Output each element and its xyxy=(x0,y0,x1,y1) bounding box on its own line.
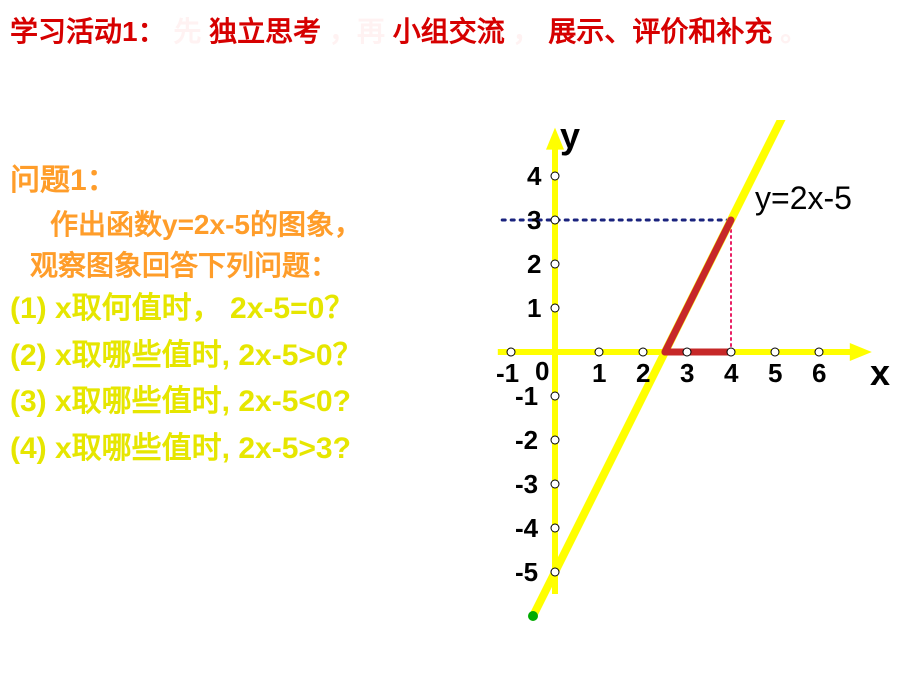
header-part7: 展示、评价和补充 xyxy=(548,16,772,47)
header-part6: ， xyxy=(513,16,541,47)
header-part2: 先 xyxy=(173,16,201,47)
svg-text:2: 2 xyxy=(636,358,650,388)
svg-text:5: 5 xyxy=(768,358,782,388)
svg-text:-3: -3 xyxy=(515,469,538,499)
header-part1: 学习活动1： xyxy=(10,16,166,47)
y-axis-label: y xyxy=(560,115,580,157)
svg-text:2: 2 xyxy=(527,249,541,279)
header-part8: 。 xyxy=(780,16,808,47)
problem-title: 问题1： xyxy=(10,155,450,199)
svg-text:-4: -4 xyxy=(515,513,539,543)
svg-text:3: 3 xyxy=(680,358,694,388)
question-3: (3) x取哪些值时, 2x-5<0? xyxy=(10,379,450,426)
question-4: (4) x取哪些值时, 2x-5>3? xyxy=(10,426,450,473)
problem-block: 问题1： 作出函数y=2x-5的图象， 观察图象回答下列问题： (1) x取何值… xyxy=(10,155,450,472)
svg-text:4: 4 xyxy=(724,358,739,388)
svg-text:-5: -5 xyxy=(515,557,538,587)
svg-text:6: 6 xyxy=(812,358,826,388)
x-axis-label: x xyxy=(870,352,890,394)
problem-line1: 作出函数y=2x-5的图象， xyxy=(50,205,450,246)
header-part5: 小组交流 xyxy=(393,16,505,47)
svg-text:3: 3 xyxy=(527,205,541,235)
svg-text:1: 1 xyxy=(592,358,606,388)
svg-text:-2: -2 xyxy=(515,425,538,455)
slide-header: 学习活动1： 先 独立思考 ，再 小组交流 ， 展示、评价和补充 。 xyxy=(10,10,910,50)
problem-line2: 观察图象回答下列问题： xyxy=(30,246,450,287)
svg-text:4: 4 xyxy=(527,161,542,191)
svg-text:1: 1 xyxy=(527,293,541,323)
header-part4: ，再 xyxy=(329,16,385,47)
question-1: (1) x取何值时， 2x-5=0？ xyxy=(10,286,450,333)
question-2: (2) x取哪些值时, 2x-5>0？ xyxy=(10,333,450,380)
coordinate-graph: 0-11234561234-1-2-3-4-5 y x y=2x-5 xyxy=(455,120,915,680)
svg-text:-1: -1 xyxy=(515,381,538,411)
equation-label: y=2x-5 xyxy=(755,180,852,217)
header-part3: 独立思考 xyxy=(209,16,321,47)
